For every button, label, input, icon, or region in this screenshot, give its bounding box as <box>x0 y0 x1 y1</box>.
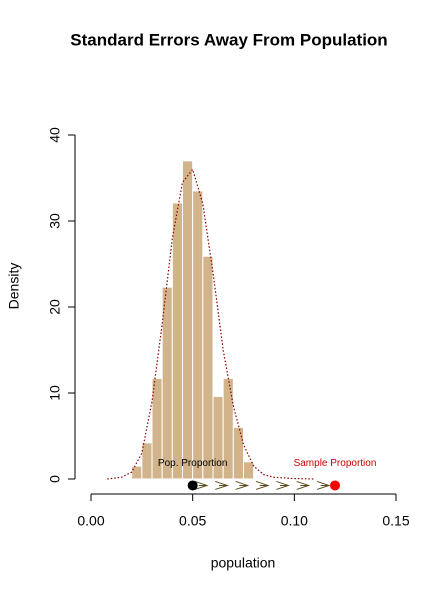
y-tick-label: 40 <box>47 127 63 143</box>
point-label: Sample Proportion <box>294 458 377 469</box>
x-tick-label: 0.05 <box>179 513 206 529</box>
arrow <box>235 480 250 490</box>
bar <box>131 465 143 480</box>
arrow <box>215 480 229 490</box>
bar <box>202 255 214 480</box>
point <box>187 480 198 491</box>
y-tick-label: 20 <box>47 299 63 315</box>
point <box>330 480 340 491</box>
bar <box>141 442 153 480</box>
arrow <box>296 480 311 490</box>
x-axis-label: population <box>211 555 276 571</box>
density-curve <box>107 168 315 480</box>
arrow <box>276 480 290 490</box>
point-label: Pop. Proportion <box>158 458 228 469</box>
bar <box>171 202 183 480</box>
arrow <box>255 480 270 490</box>
y-axis-label: Density <box>6 263 22 310</box>
y-tick-label: 30 <box>47 213 63 229</box>
y-tick-label: 10 <box>47 385 63 401</box>
x-tick-label: 0.10 <box>281 513 308 529</box>
chart-title: Standard Errors Away From Population <box>70 30 387 49</box>
bar <box>182 160 194 480</box>
bar <box>243 461 255 480</box>
arrow <box>194 480 209 490</box>
arrow <box>316 480 331 490</box>
x-tick-label: 0.15 <box>382 513 409 529</box>
bar <box>232 426 244 480</box>
x-tick-label: 0.00 <box>77 513 104 529</box>
y-tick-label: 0 <box>47 475 63 483</box>
bar <box>192 190 204 480</box>
